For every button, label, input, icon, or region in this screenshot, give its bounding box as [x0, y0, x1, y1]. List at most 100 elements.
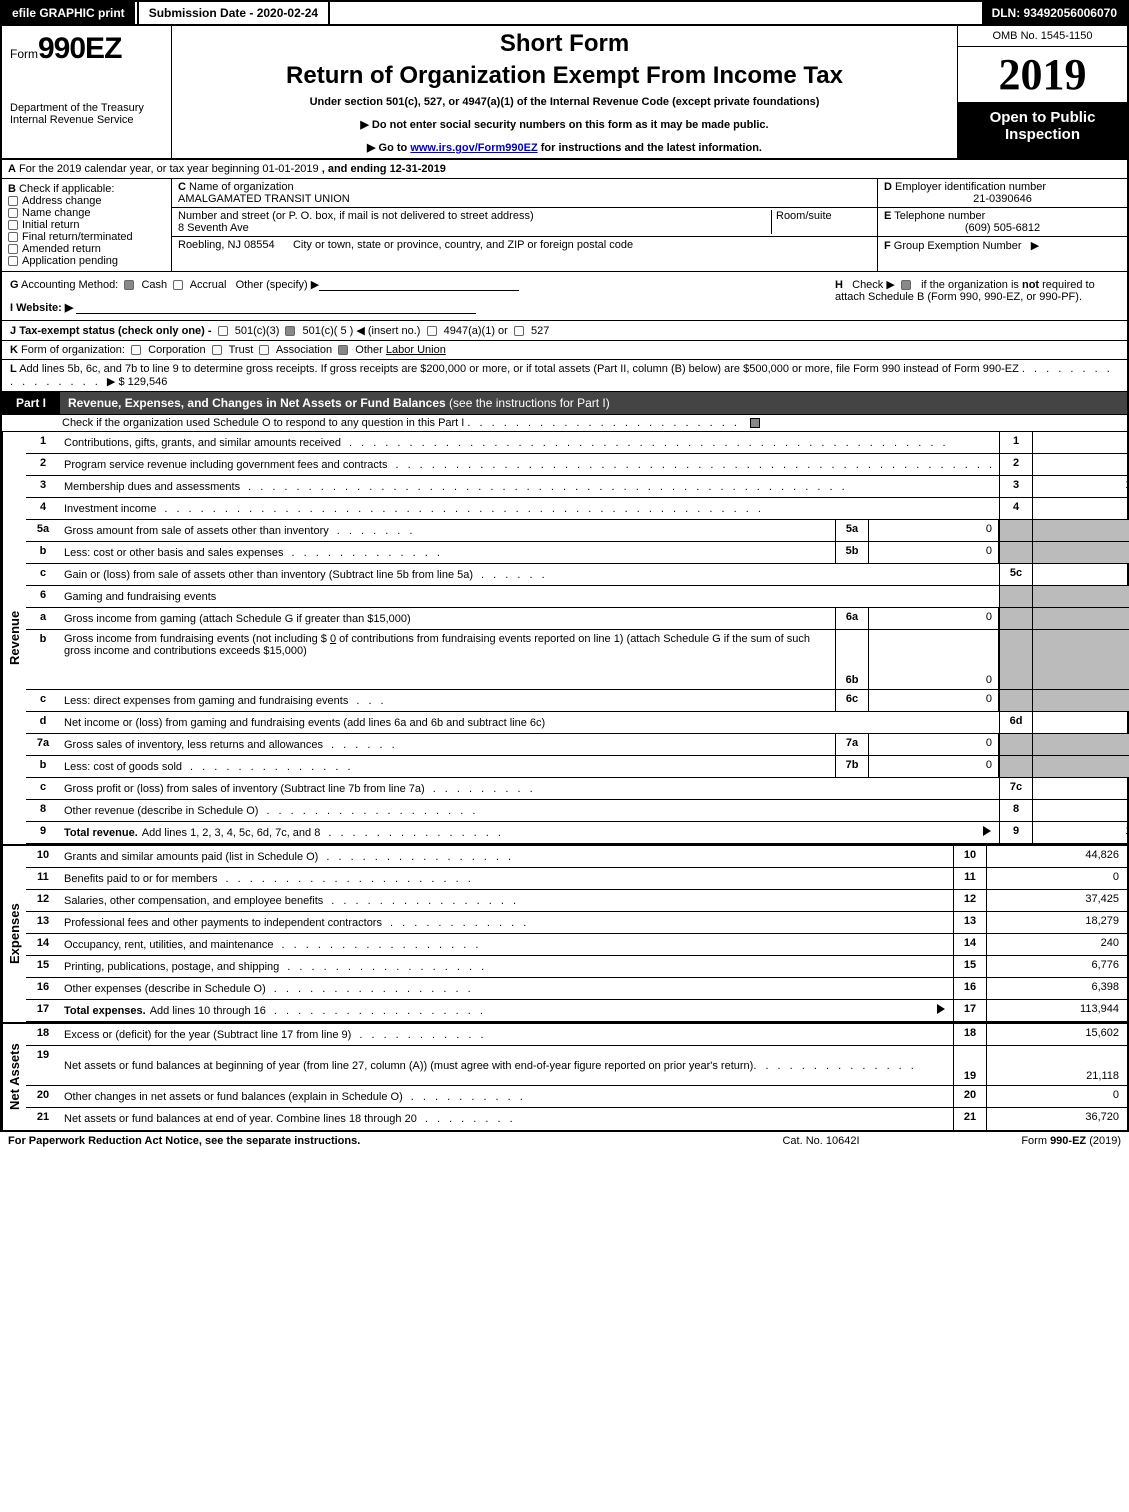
part-i-title: Revenue, Expenses, and Changes in Net As…: [60, 392, 1127, 414]
chk-501c[interactable]: [285, 326, 295, 336]
lett-c: C: [178, 181, 186, 193]
chk-cash[interactable]: [124, 280, 134, 290]
notice-ssn: ▶ Do not enter social security numbers o…: [180, 118, 949, 131]
lett-a: A: [8, 163, 16, 175]
g-other-input[interactable]: [319, 279, 519, 291]
footer-form: 990-EZ: [1050, 1135, 1086, 1147]
l21-ramt: 36,720: [987, 1108, 1127, 1130]
line-6d: d Net income or (loss) from gaming and f…: [26, 712, 1129, 734]
chk-other-org[interactable]: [338, 345, 348, 355]
l12-num: 12: [26, 890, 60, 911]
l6a-num: a: [26, 608, 60, 629]
line-5b: b Less: cost or other basis and sales ex…: [26, 542, 1129, 564]
chk-amended-return[interactable]: [8, 244, 18, 254]
g-opt-accrual: Accrual: [190, 279, 227, 291]
open-line1: Open to Public: [962, 109, 1123, 126]
l15-rnum: 15: [953, 956, 987, 977]
dots: . . . . . . . . . .: [411, 1091, 949, 1103]
lett-f: F: [884, 240, 891, 252]
c-name-label: Name of organization: [189, 181, 294, 193]
l21-rnum: 21: [953, 1108, 987, 1130]
l5a-rnum-shade: [999, 520, 1033, 541]
l6-ramt-shade: [1033, 586, 1129, 607]
l5c-num: c: [26, 564, 60, 585]
chk-name-change[interactable]: [8, 208, 18, 218]
chk-corp[interactable]: [131, 345, 141, 355]
part-i-sub-checkbox[interactable]: [750, 418, 760, 428]
l7a-desc: Gross sales of inventory, less returns a…: [64, 739, 323, 751]
dots: . . . . . .: [481, 569, 995, 581]
e-row: E Telephone number (609) 505-6812: [878, 208, 1127, 237]
a-text-pre: For the 2019 calendar year, or tax year …: [19, 163, 319, 175]
dots: . . . . . . . . . . . . . . . .: [331, 895, 949, 907]
chk-4947[interactable]: [427, 326, 437, 336]
l10-desc: Grants and similar amounts paid (list in…: [64, 851, 318, 863]
l5a-inum: 5a: [835, 520, 869, 541]
dots: . . . . . . . . . . . . . . . . .: [274, 983, 949, 995]
l20-desc: Other changes in net assets or fund bala…: [64, 1091, 403, 1103]
row-a: A For the 2019 calendar year, or tax yea…: [2, 160, 1127, 179]
l17-desc2: Add lines 10 through 16: [150, 1005, 266, 1017]
dept-treasury: Department of the Treasury: [10, 102, 163, 114]
line-3: 3 Membership dues and assessments. . . .…: [26, 476, 1129, 498]
line-10: 10 Grants and similar amounts paid (list…: [26, 846, 1127, 868]
header-middle: Short Form Return of Organization Exempt…: [172, 26, 957, 158]
chk-accrual[interactable]: [173, 280, 183, 290]
l12-rnum: 12: [953, 890, 987, 911]
l20-rnum: 20: [953, 1086, 987, 1107]
l2-num: 2: [26, 454, 60, 475]
l14-ramt: 240: [987, 934, 1127, 955]
line-9: 9 Total revenue. Add lines 1, 2, 3, 4, 5…: [26, 822, 1129, 844]
dots: . . . . . . . . . . . . . . .: [328, 827, 975, 839]
l11-ramt: 0: [987, 868, 1127, 889]
k-opt-0: Corporation: [148, 344, 205, 356]
chk-501c3[interactable]: [218, 326, 228, 336]
c-name-value: AMALGAMATED TRANSIT UNION: [178, 193, 350, 205]
dots: . . . . . . . . . . .: [359, 1029, 949, 1041]
l7a-ramt-shade: [1033, 734, 1129, 755]
l21-desc: Net assets or fund balances at end of ye…: [64, 1113, 417, 1125]
l4-ramt: 5: [1033, 498, 1129, 519]
ghi-block: G Accounting Method: Cash Accrual Other …: [2, 272, 1127, 321]
chk-527[interactable]: [514, 326, 524, 336]
line-6a: a Gross income from gaming (attach Sched…: [26, 608, 1129, 630]
l2-rnum: 2: [999, 454, 1033, 475]
goto-post: for instructions and the latest informat…: [538, 142, 762, 154]
f-label: Group Exemption Number: [894, 240, 1022, 252]
l2-ramt: 0: [1033, 454, 1129, 475]
l14-desc: Occupancy, rent, utilities, and maintena…: [64, 939, 274, 951]
notice-goto: ▶ Go to www.irs.gov/Form990EZ for instru…: [180, 141, 949, 154]
l15-num: 15: [26, 956, 60, 977]
b-item-1: Name change: [22, 207, 91, 219]
l14-rnum: 14: [953, 934, 987, 955]
part-i-label: Part I: [2, 392, 60, 414]
chk-initial-return[interactable]: [8, 220, 18, 230]
chk-final-return[interactable]: [8, 232, 18, 242]
g-opt-cash: Cash: [141, 279, 167, 291]
c-name-row: C Name of organization AMALGAMATED TRANS…: [172, 179, 877, 208]
chk-application-pending[interactable]: [8, 256, 18, 266]
b-item-0: Address change: [22, 195, 102, 207]
chk-address-change[interactable]: [8, 196, 18, 206]
lett-h: H: [835, 279, 843, 291]
efile-print-button[interactable]: efile GRAPHIC print: [2, 2, 137, 24]
footer-right-pre: Form: [1021, 1135, 1050, 1147]
l19-rnum: 19: [953, 1046, 987, 1085]
k-text: Form of organization:: [21, 344, 125, 356]
l1-ramt: 2,000: [1033, 432, 1129, 453]
l6-desc: Gaming and fundraising events: [64, 591, 216, 603]
irs-link[interactable]: www.irs.gov/Form990EZ: [410, 142, 537, 154]
line-8: 8 Other revenue (describe in Schedule O)…: [26, 800, 1129, 822]
line-16: 16 Other expenses (describe in Schedule …: [26, 978, 1127, 1000]
line-6b: b Gross income from fundraising events (…: [26, 630, 1129, 690]
chk-h[interactable]: [901, 280, 911, 290]
chk-trust[interactable]: [212, 345, 222, 355]
dots: . . . . . . . . . . . . . . . . .: [287, 961, 949, 973]
l20-ramt: 0: [987, 1086, 1127, 1107]
l7a-num: 7a: [26, 734, 60, 755]
website-input[interactable]: [76, 302, 476, 314]
revenue-rows: 1 Contributions, gifts, grants, and simi…: [26, 432, 1129, 844]
netassets-side-label: Net Assets: [2, 1024, 26, 1130]
chk-assoc[interactable]: [259, 345, 269, 355]
l16-ramt: 6,398: [987, 978, 1127, 999]
